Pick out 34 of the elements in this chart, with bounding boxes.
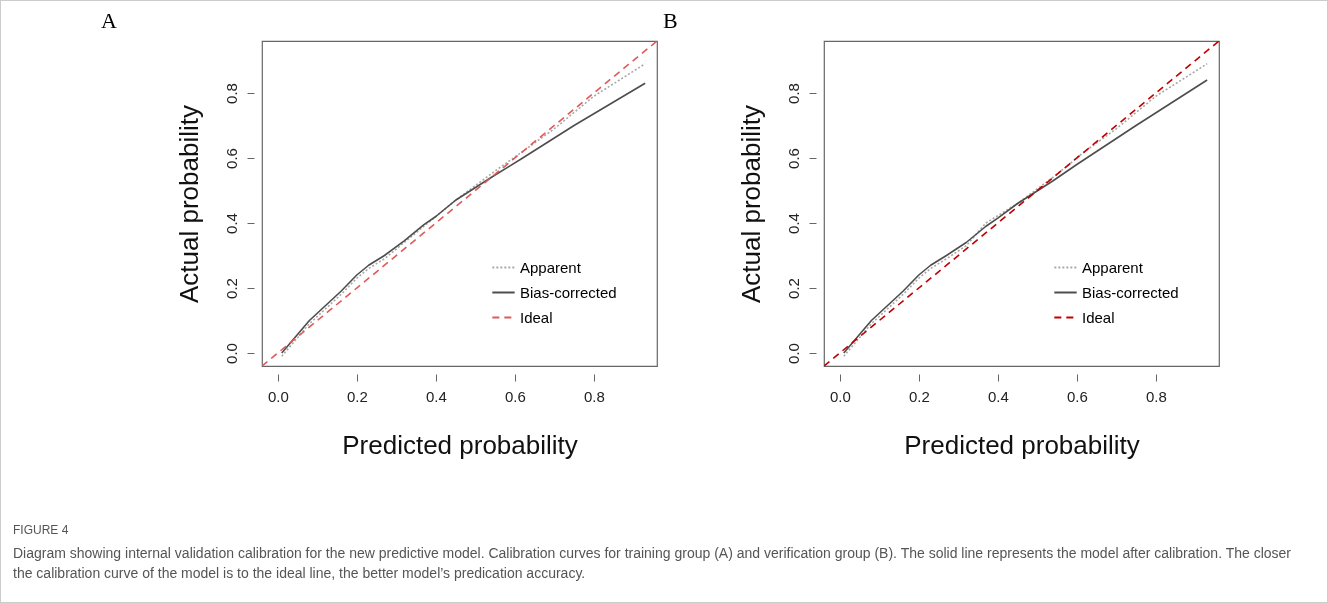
- y-tick-label: 0.2: [222, 278, 240, 299]
- y-tick-label: 0.0: [222, 343, 240, 364]
- x-tick-label: 0.0: [829, 387, 851, 405]
- y-tick-label: 0.2: [784, 278, 802, 299]
- x-tick-label: 0.0: [267, 387, 289, 405]
- legend-label: Bias-corrected: [520, 283, 617, 301]
- y-tick-label: 0.8: [222, 83, 240, 104]
- x-tick-label: 0.8: [583, 387, 605, 405]
- legend-label: Bias-corrected: [1082, 283, 1179, 301]
- chart-title: B: [663, 8, 678, 33]
- legend-label: Apparent: [1082, 258, 1144, 276]
- x-tick-label: 0.6: [1066, 387, 1088, 405]
- x-tick-label: 0.4: [987, 387, 1009, 405]
- x-axis-title: Predicted probability: [342, 429, 578, 460]
- y-tick-label: 0.4: [222, 213, 240, 234]
- chart-title: A: [101, 8, 117, 33]
- legend-label: Ideal: [520, 308, 553, 326]
- text: Diagram showing internal validation calibration for the new predictive model. Calibration curves for training group (A) and verification group (B). The solid line represents the model after calibration. The closer the calibration curve of the model is to the ideal line, the better model’s predication accuracy.: [13, 544, 1292, 584]
- x-tick-label: 0.8: [1145, 387, 1167, 405]
- y-tick-label: 0.6: [784, 148, 802, 169]
- x-axis-title: Predicted probability: [904, 429, 1140, 460]
- x-tick-label: 0.6: [504, 387, 526, 405]
- caption: FIGURE 4: [13, 523, 70, 537]
- x-tick-label: 0.4: [425, 387, 447, 405]
- y-axis-title: Actual probability: [173, 105, 204, 303]
- y-tick-label: 0.4: [784, 213, 802, 234]
- y-tick-label: 0.6: [222, 148, 240, 169]
- legend-label: Apparent: [520, 258, 582, 276]
- y-tick-label: 0.0: [784, 343, 802, 364]
- y-tick-label: 0.8: [784, 83, 802, 104]
- x-tick-label: 0.2: [346, 387, 368, 405]
- x-tick-label: 0.2: [908, 387, 930, 405]
- legend-label: Ideal: [1082, 308, 1115, 326]
- y-axis-title: Actual probability: [735, 105, 766, 303]
